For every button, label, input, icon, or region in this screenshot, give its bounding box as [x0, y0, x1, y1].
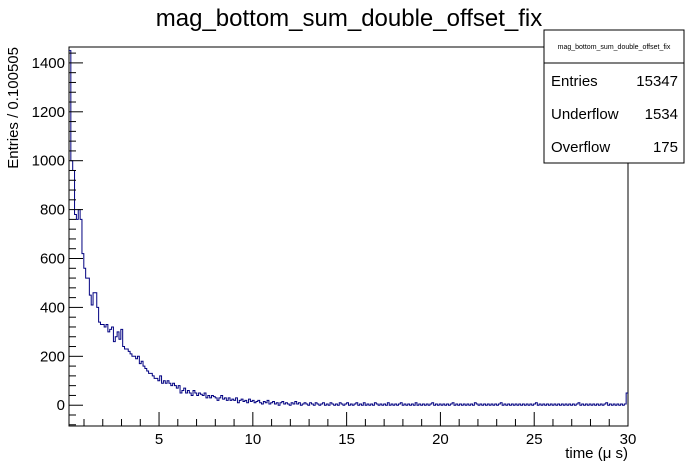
x-tick-label: 15: [338, 431, 355, 448]
y-axis-label: Entries / 0.100505: [5, 47, 22, 169]
y-tick-labels: 0 200 400 600 800 1000 1200 1400: [32, 55, 65, 414]
y-tick-label: 1000: [32, 153, 65, 170]
plot-frame: [68, 46, 629, 427]
y-tick-label: 1400: [32, 55, 65, 72]
histogram-layer: [69, 50, 628, 406]
y-tick-label: 1200: [32, 104, 65, 121]
x-tick-label: 25: [526, 431, 543, 448]
x-tick-label: 20: [432, 431, 449, 448]
stats-entries-label: Entries: [551, 73, 598, 90]
chart-title: mag_bottom_sum_double_offset_fix: [156, 5, 542, 32]
stats-box-frame: [543, 29, 685, 164]
y-tick-label: 400: [40, 299, 65, 316]
y-tick-label: 800: [40, 202, 65, 219]
stats-entries-value: 15347: [636, 73, 678, 90]
stats-overflow-value: 175: [653, 139, 678, 156]
axis-ticks: [69, 52, 629, 426]
stats-underflow-value: 1534: [645, 106, 678, 123]
x-tick-labels: 5 10 15 20 25 30: [155, 431, 636, 448]
x-tick-label: 10: [244, 431, 261, 448]
y-tick-label: 200: [40, 348, 65, 365]
y-tick-label: 0: [57, 397, 65, 414]
stats-underflow-label: Underflow: [551, 106, 619, 123]
x-tick-label: 5: [155, 431, 163, 448]
stats-overflow-label: Overflow: [551, 139, 610, 156]
stats-box-title: mag_bottom_sum_double_offset_fix: [558, 44, 671, 51]
stats-box: mag_bottom_sum_double_offset_fix Entries…: [543, 29, 685, 164]
x-axis-label: time (μ s): [565, 445, 628, 462]
histogram-series: [69, 50, 628, 406]
y-tick-label: 600: [40, 251, 65, 268]
x-tick-label: 30: [620, 431, 637, 448]
